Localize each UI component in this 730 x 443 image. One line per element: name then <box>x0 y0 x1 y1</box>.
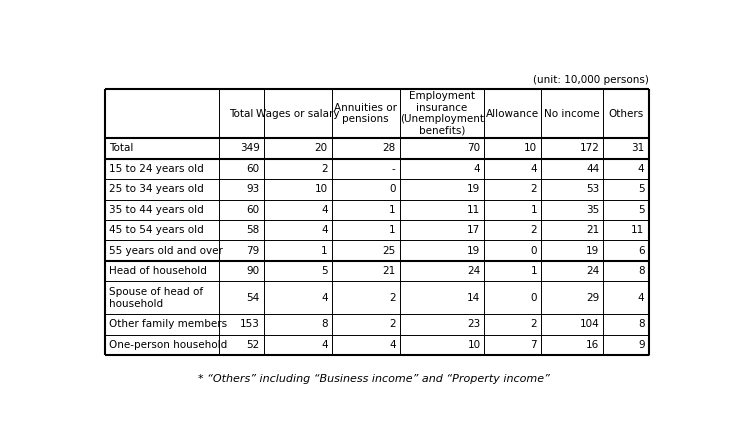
Text: 29: 29 <box>586 293 599 303</box>
Text: 4: 4 <box>638 164 645 174</box>
Text: 5: 5 <box>321 266 328 276</box>
Text: * “Others” including “Business income” and “Property income”: * “Others” including “Business income” a… <box>198 374 550 384</box>
Text: 25: 25 <box>383 246 396 256</box>
Text: 31: 31 <box>631 144 645 153</box>
Text: 90: 90 <box>247 266 260 276</box>
Text: 20: 20 <box>315 144 328 153</box>
Text: 15 to 24 years old: 15 to 24 years old <box>110 164 204 174</box>
Text: 79: 79 <box>247 246 260 256</box>
Text: 60: 60 <box>247 205 260 215</box>
Text: 19: 19 <box>586 246 599 256</box>
Text: 1: 1 <box>389 225 396 235</box>
Text: 2: 2 <box>389 293 396 303</box>
Text: Employment
insurance
(Unemployment
benefits): Employment insurance (Unemployment benef… <box>400 91 484 136</box>
Text: 16: 16 <box>586 340 599 350</box>
Text: 14: 14 <box>467 293 480 303</box>
Text: 17: 17 <box>467 225 480 235</box>
Text: 11: 11 <box>467 205 480 215</box>
Text: (unit: 10,000 persons): (unit: 10,000 persons) <box>533 75 648 85</box>
Text: 4: 4 <box>389 340 396 350</box>
Text: 0: 0 <box>531 293 537 303</box>
Text: 28: 28 <box>383 144 396 153</box>
Text: 54: 54 <box>247 293 260 303</box>
Text: 1: 1 <box>321 246 328 256</box>
Text: 23: 23 <box>467 319 480 329</box>
Text: 172: 172 <box>580 144 599 153</box>
Text: 5: 5 <box>638 184 645 194</box>
Text: Allowance: Allowance <box>486 109 539 119</box>
Text: 8: 8 <box>638 319 645 329</box>
Text: Total: Total <box>110 144 134 153</box>
Text: -: - <box>392 164 396 174</box>
Text: Annuities or
pensions: Annuities or pensions <box>334 103 397 124</box>
Text: 104: 104 <box>580 319 599 329</box>
Text: 1: 1 <box>531 266 537 276</box>
Text: Spouse of head of
household: Spouse of head of household <box>110 287 204 309</box>
Text: 19: 19 <box>467 246 480 256</box>
Text: Head of household: Head of household <box>110 266 207 276</box>
Text: Wages or salary: Wages or salary <box>256 109 339 119</box>
Text: 2: 2 <box>321 164 328 174</box>
Text: 5: 5 <box>638 205 645 215</box>
Text: 4: 4 <box>321 340 328 350</box>
Text: 2: 2 <box>531 319 537 329</box>
Text: Other family members: Other family members <box>110 319 228 329</box>
Text: 4: 4 <box>531 164 537 174</box>
Text: 2: 2 <box>531 184 537 194</box>
Text: 4: 4 <box>638 293 645 303</box>
Text: 93: 93 <box>247 184 260 194</box>
Text: 4: 4 <box>321 293 328 303</box>
Text: 1: 1 <box>389 205 396 215</box>
Text: 349: 349 <box>240 144 260 153</box>
Text: 60: 60 <box>247 164 260 174</box>
Text: 0: 0 <box>389 184 396 194</box>
Text: 35: 35 <box>586 205 599 215</box>
Text: 2: 2 <box>531 225 537 235</box>
Text: 4: 4 <box>321 225 328 235</box>
Text: 10: 10 <box>315 184 328 194</box>
Text: 10: 10 <box>467 340 480 350</box>
Text: 1: 1 <box>531 205 537 215</box>
Text: 24: 24 <box>586 266 599 276</box>
Text: Total: Total <box>229 109 253 119</box>
Text: 53: 53 <box>586 184 599 194</box>
Text: 10: 10 <box>524 144 537 153</box>
Text: One-person household: One-person household <box>110 340 228 350</box>
Text: No income: No income <box>545 109 600 119</box>
Text: 9: 9 <box>638 340 645 350</box>
Text: 44: 44 <box>586 164 599 174</box>
Text: 8: 8 <box>638 266 645 276</box>
Text: 24: 24 <box>467 266 480 276</box>
Text: 70: 70 <box>467 144 480 153</box>
Text: 25 to 34 years old: 25 to 34 years old <box>110 184 204 194</box>
Text: 45 to 54 years old: 45 to 54 years old <box>110 225 204 235</box>
Text: 8: 8 <box>321 319 328 329</box>
Text: 4: 4 <box>474 164 480 174</box>
Text: 52: 52 <box>247 340 260 350</box>
Text: 21: 21 <box>383 266 396 276</box>
Text: 7: 7 <box>531 340 537 350</box>
Text: 153: 153 <box>240 319 260 329</box>
Text: 35 to 44 years old: 35 to 44 years old <box>110 205 204 215</box>
Text: 4: 4 <box>321 205 328 215</box>
Text: 11: 11 <box>631 225 645 235</box>
Text: 21: 21 <box>586 225 599 235</box>
Text: 0: 0 <box>531 246 537 256</box>
Text: 19: 19 <box>467 184 480 194</box>
Text: 6: 6 <box>638 246 645 256</box>
Text: Others: Others <box>608 109 644 119</box>
Text: 2: 2 <box>389 319 396 329</box>
Text: 58: 58 <box>247 225 260 235</box>
Text: 55 years old and over: 55 years old and over <box>110 246 223 256</box>
